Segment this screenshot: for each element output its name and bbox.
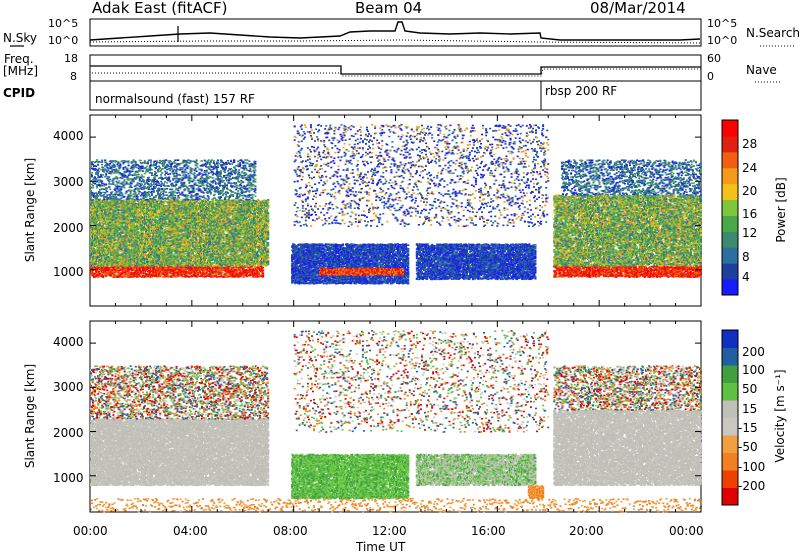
power-echo-strong <box>123 274 125 276</box>
power-echo-strong <box>125 276 127 278</box>
power-echo-strong <box>102 276 104 278</box>
freq-trace <box>90 66 701 74</box>
power-echo-strong <box>130 276 132 278</box>
power-echo-strong <box>110 275 112 277</box>
noise-sky-trace <box>90 22 700 40</box>
cpid-panel-frame <box>90 81 701 110</box>
power-echo-strong <box>127 276 129 278</box>
freq-panel-frame <box>90 55 701 81</box>
power-echo-strong <box>92 273 94 275</box>
radar-summary-plot <box>0 0 800 554</box>
power-echo-strong <box>114 272 116 274</box>
nave-trace <box>92 69 701 76</box>
power-echo-strong <box>131 272 133 274</box>
power-echo-strong <box>119 271 121 273</box>
power-echo-strong <box>98 271 100 273</box>
